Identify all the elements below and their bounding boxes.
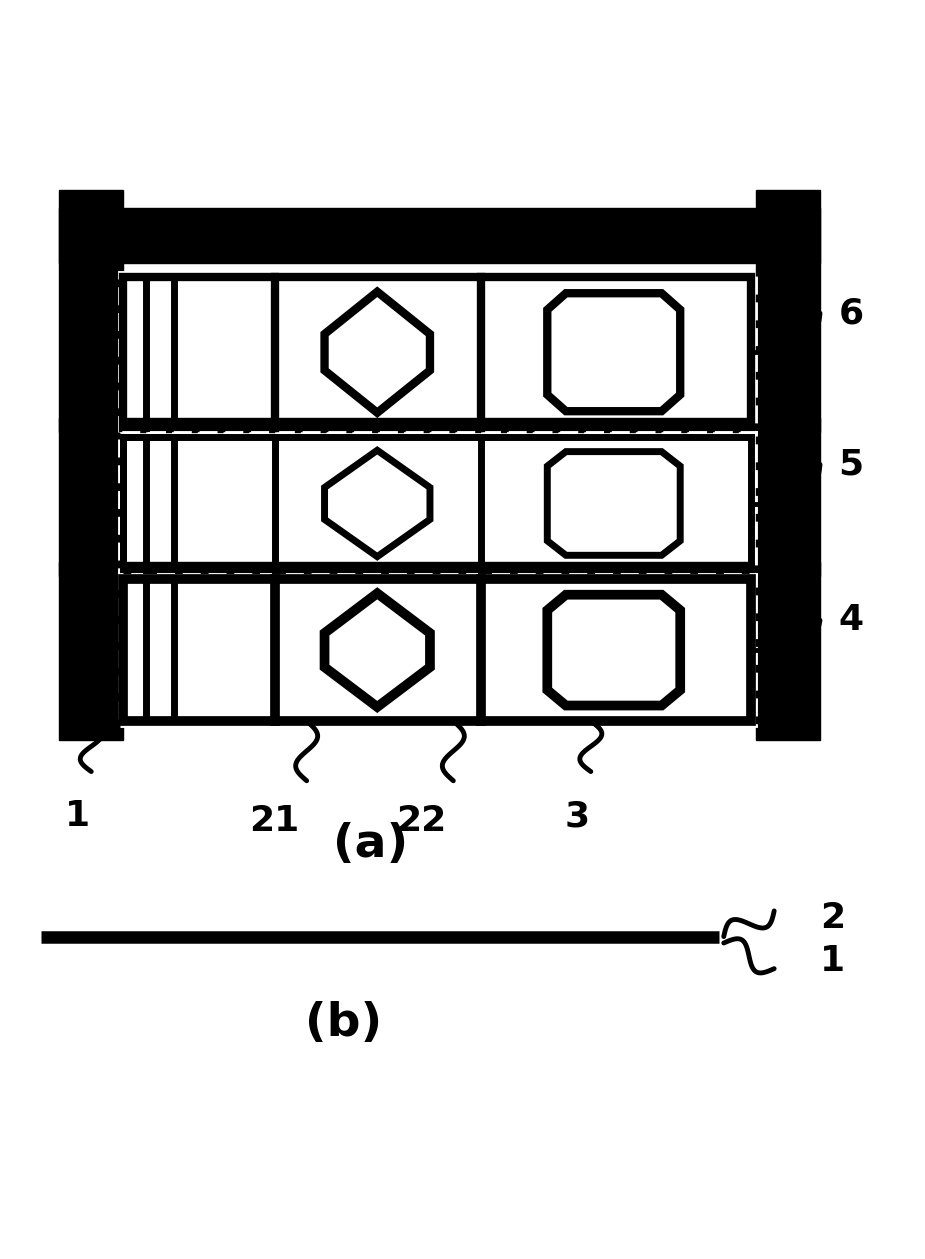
Text: 4: 4 bbox=[838, 603, 863, 637]
Text: 2: 2 bbox=[820, 901, 845, 935]
Bar bbox=[119, 273, 755, 432]
Bar bbox=[59, 562, 820, 577]
Bar bbox=[123, 579, 174, 721]
Text: (b): (b) bbox=[304, 1001, 382, 1046]
Bar bbox=[123, 437, 174, 570]
Text: 6: 6 bbox=[838, 296, 863, 330]
Bar bbox=[123, 277, 751, 428]
Text: 5: 5 bbox=[838, 447, 863, 481]
Bar bbox=[123, 277, 174, 428]
Text: 1: 1 bbox=[820, 944, 845, 978]
Bar bbox=[59, 208, 820, 263]
Bar bbox=[119, 575, 755, 725]
Bar bbox=[59, 418, 820, 432]
Bar bbox=[756, 190, 820, 739]
Text: 3: 3 bbox=[564, 799, 589, 833]
Text: 1: 1 bbox=[65, 799, 90, 833]
Bar bbox=[123, 437, 751, 570]
Bar bbox=[123, 579, 751, 721]
Bar bbox=[59, 190, 123, 739]
Text: (a): (a) bbox=[333, 822, 409, 867]
Text: 21: 21 bbox=[250, 803, 300, 837]
Text: 22: 22 bbox=[396, 803, 447, 837]
Bar bbox=[119, 433, 755, 574]
